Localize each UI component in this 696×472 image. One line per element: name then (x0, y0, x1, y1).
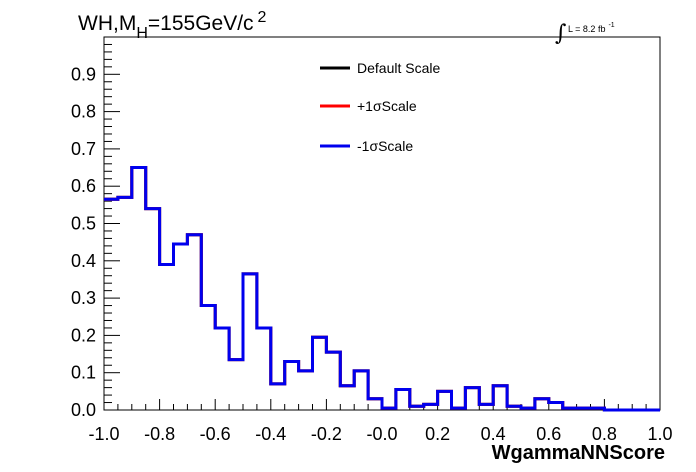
chart-title: WH,MH=155GeV/c 2 (78, 9, 267, 42)
luminosity-text: L = 8.2 fb -1 (568, 22, 615, 34)
legend-label-minus1sigma: -1σScale (357, 138, 413, 154)
y-tick-label: 0.5 (71, 214, 96, 234)
x-axis-title: WgammaNNScore (492, 442, 665, 464)
y-tick-label: 0.3 (71, 288, 96, 308)
y-tick-label: 0.9 (71, 64, 96, 84)
y-tick-label: 0.7 (71, 139, 96, 159)
legend: Default Scale +1σScale -1σScale (320, 60, 440, 154)
x-tick-label: 1.0 (647, 424, 672, 444)
integral-sign: ∫ (555, 21, 567, 46)
x-tick-label: 0.8 (592, 424, 617, 444)
series-layer (104, 166, 660, 412)
luminosity-label: ∫ L = 8.2 fb -1 (555, 21, 615, 46)
series-2 (104, 166, 660, 412)
legend-label-plus1sigma: +1σScale (357, 98, 417, 114)
y-tick-label: 0.0 (71, 400, 96, 420)
y-tick-label: 0.6 (71, 176, 96, 196)
x-tick-label: 0.6 (536, 424, 561, 444)
series-line (104, 166, 660, 412)
y-tick-label: 0.8 (71, 102, 96, 122)
x-tick-label: 0.4 (481, 424, 506, 444)
x-tick-label: -0.2 (311, 424, 342, 444)
y-axis: 0.0 0.1 0.2 0.3 0.4 0.5 0.6 0.7 0.8 0.9 (71, 43, 120, 420)
legend-label-default: Default Scale (357, 60, 440, 76)
x-tick-label: -1.0 (88, 424, 119, 444)
x-tick-label: -0.4 (255, 424, 286, 444)
x-axis: -1.0 -0.8 -0.6 -0.4 -0.2 -0.0 0.2 0.4 0.6 0.8 1.0 (88, 399, 673, 444)
x-tick-label: 0.2 (425, 424, 450, 444)
y-tick-label: 0.1 (71, 363, 96, 383)
x-tick-label: -0.0 (366, 424, 397, 444)
x-tick-label: -0.8 (144, 424, 175, 444)
x-tick-label: -0.6 (200, 424, 231, 444)
y-tick-label: 0.4 (71, 251, 96, 271)
y-tick-label: 0.2 (71, 325, 96, 345)
